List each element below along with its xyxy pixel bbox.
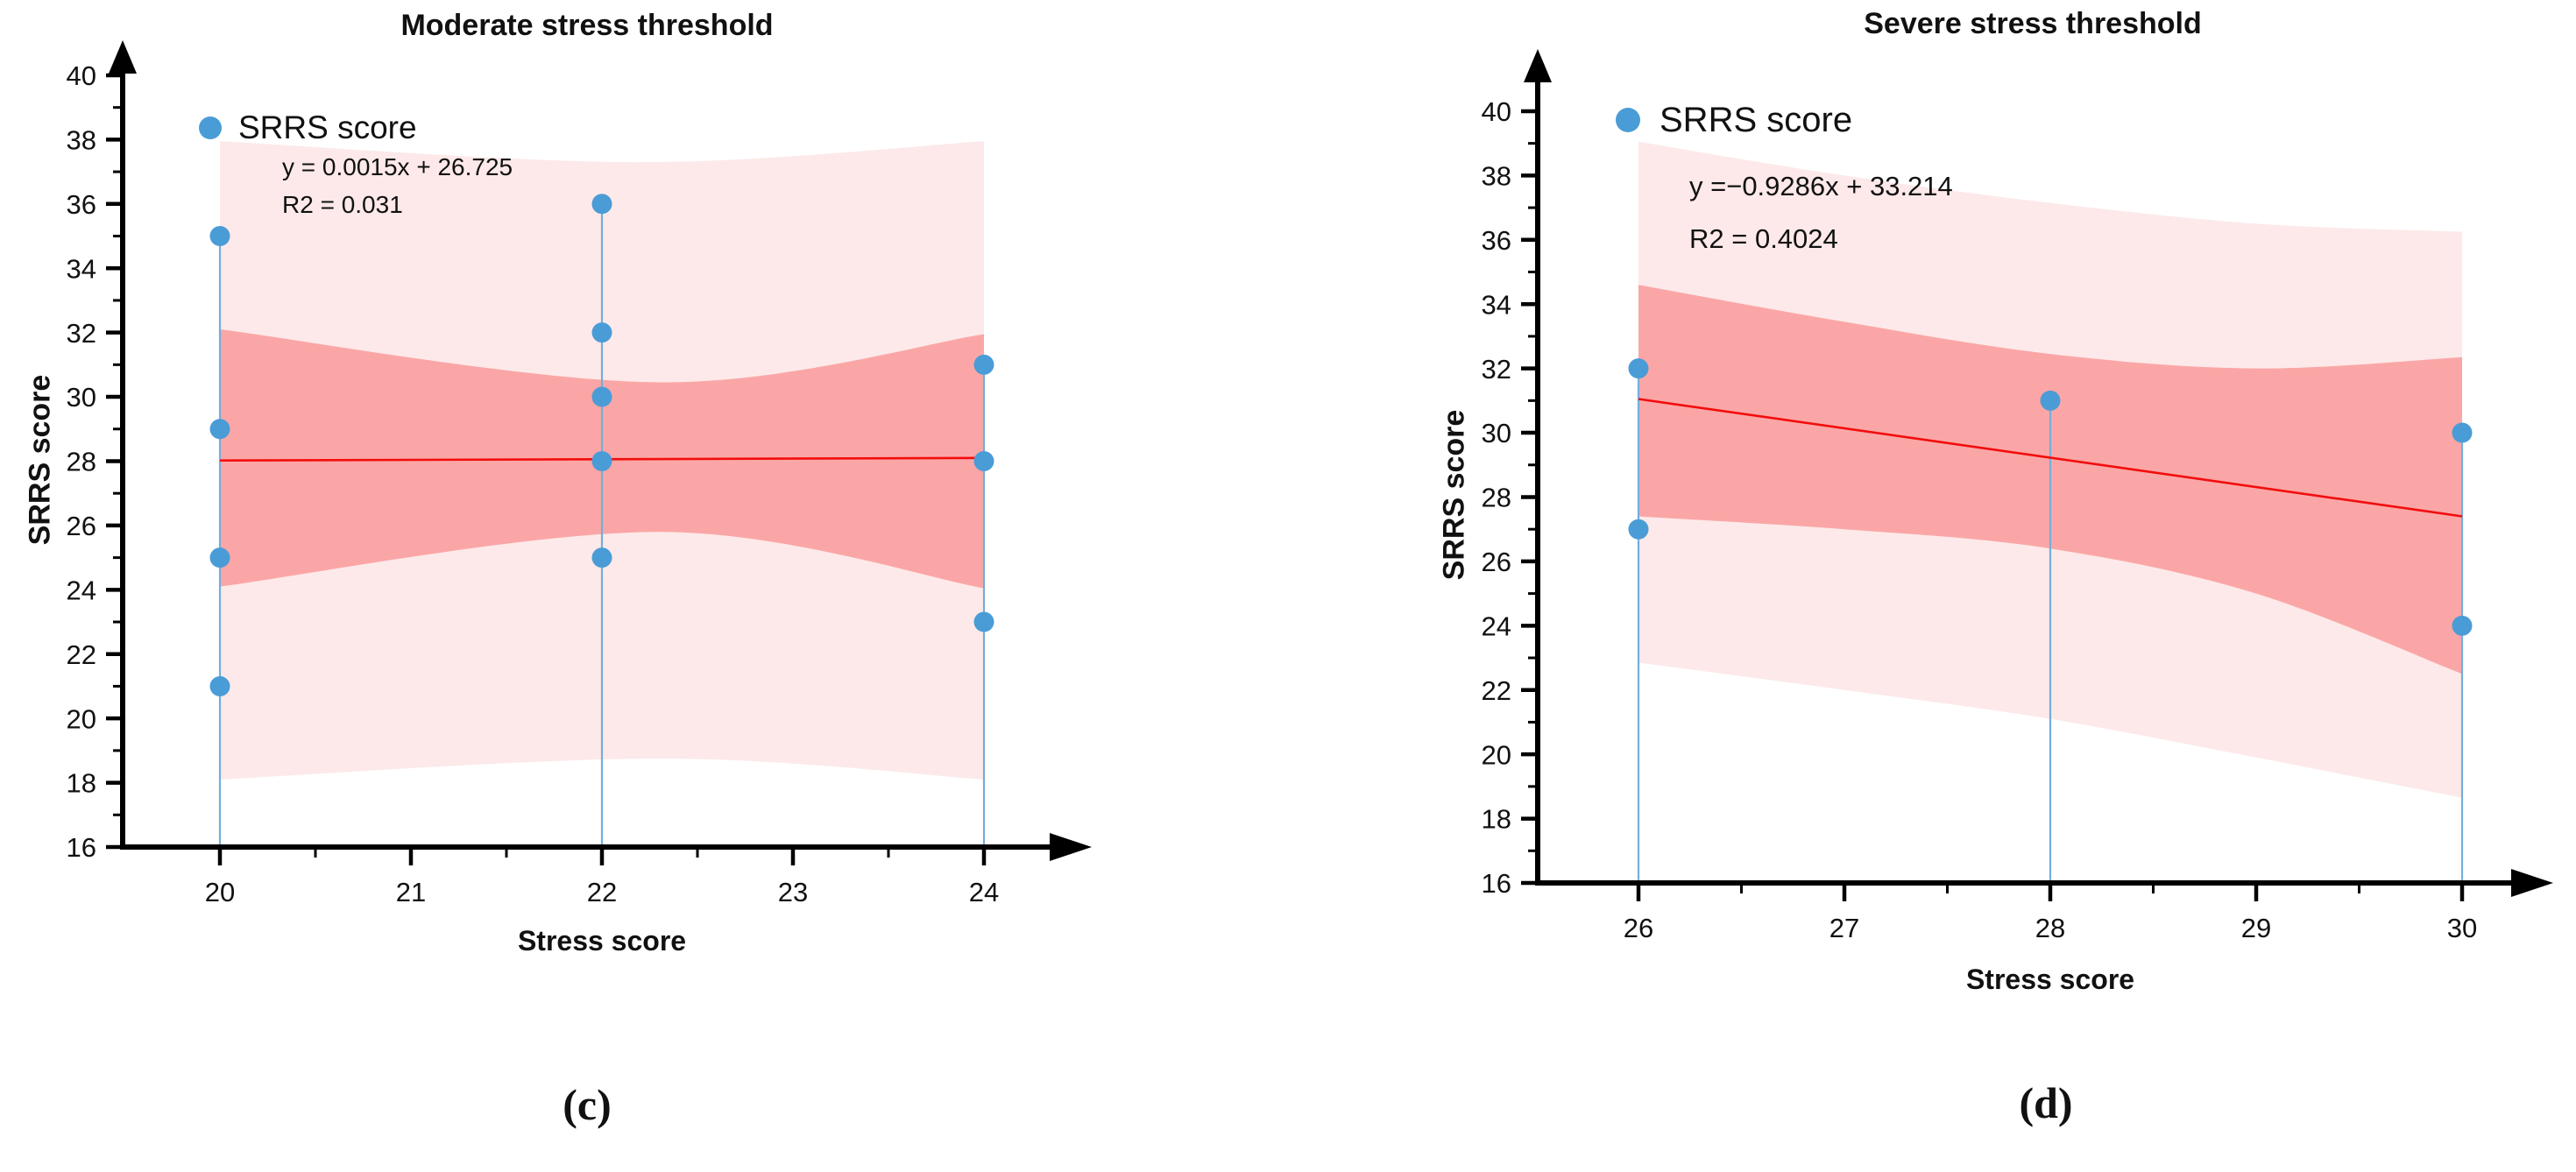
chart-d-plot: 16 18 20 22 24 26 28 30 32 34 36 38 40 26 27 28 29 30 xyxy=(1482,49,2553,943)
regression-equation: y = 0.0015x + 26.725 xyxy=(282,153,513,180)
figure-caption: (c) xyxy=(563,1080,612,1129)
y-tick-label: 26 xyxy=(67,511,96,541)
x-axis-title: Stress score xyxy=(517,925,687,957)
x-tick-label: 20 xyxy=(205,877,235,907)
y-tick-label: 40 xyxy=(67,60,96,91)
y-tick-label: 28 xyxy=(67,447,96,477)
regression-equation: y =−0.9286x + 33.214 xyxy=(1689,171,1953,201)
data-point xyxy=(2452,615,2473,636)
data-point xyxy=(591,194,612,215)
y-tick-label: 38 xyxy=(1482,161,1511,192)
x-tick-label: 22 xyxy=(587,877,617,907)
x-tick-label: 28 xyxy=(2035,913,2065,943)
x-tick-label: 26 xyxy=(1624,913,1653,943)
y-tick-label: 22 xyxy=(67,639,96,670)
data-point xyxy=(1628,519,1649,540)
data-point xyxy=(973,611,994,632)
y-tick-label: 16 xyxy=(67,832,96,863)
x-tick-label: 29 xyxy=(2241,913,2271,943)
chart-d-legend: SRRS score xyxy=(1616,96,1852,144)
figure-caption: (d) xyxy=(2019,1078,2073,1127)
data-point xyxy=(209,547,230,568)
data-point xyxy=(2040,390,2061,411)
legend-label: SRRS score xyxy=(1660,100,1853,139)
data-point xyxy=(973,450,994,471)
y-axis-arrow-icon xyxy=(1524,49,1552,82)
chart-c-title: Moderate stress threshold xyxy=(400,9,774,42)
y-tick-label: 24 xyxy=(67,575,96,605)
x-tick-label: 21 xyxy=(396,877,426,907)
y-tick-label: 22 xyxy=(1482,675,1511,706)
x-tick-label: 24 xyxy=(969,877,999,907)
data-point xyxy=(2452,422,2473,443)
data-point xyxy=(973,354,994,375)
legend-marker-icon xyxy=(1616,108,1640,132)
y-tick-label: 34 xyxy=(1482,289,1511,320)
data-point xyxy=(591,322,612,343)
chart-c-legend: SRRS score xyxy=(199,105,417,151)
y-tick-label: 40 xyxy=(1482,96,1511,127)
data-point xyxy=(1628,358,1649,379)
data-point xyxy=(209,226,230,247)
r-squared-value: R2 = 0.031 xyxy=(282,191,403,218)
y-axis-title: SRRS score xyxy=(1437,409,1471,581)
y-tick-label: 30 xyxy=(1482,418,1511,448)
y-tick-label: 30 xyxy=(67,382,96,413)
y-tick-label: 16 xyxy=(1482,868,1511,899)
y-tick-label: 34 xyxy=(67,253,96,284)
chart-c-plot: 16 18 20 22 24 26 28 30 32 34 36 38 40 20 21 22 23 24 xyxy=(67,40,1092,907)
y-tick-label: 36 xyxy=(1482,225,1511,256)
y-tick-label: 18 xyxy=(1482,804,1511,835)
y-tick-label: 18 xyxy=(67,768,96,799)
x-tick-label: 30 xyxy=(2447,913,2477,943)
x-tick-label: 27 xyxy=(1829,913,1859,943)
y-axis-arrow-icon xyxy=(109,40,137,74)
y-tick-label: 26 xyxy=(1482,547,1511,577)
data-point xyxy=(209,419,230,440)
y-tick-label: 20 xyxy=(1482,739,1511,770)
y-tick-label: 32 xyxy=(67,318,96,349)
x-axis-arrow-icon xyxy=(1050,833,1092,861)
y-axis-title: SRRS score xyxy=(23,374,57,546)
data-point xyxy=(591,386,612,407)
y-tick-label: 28 xyxy=(1482,483,1511,513)
data-point xyxy=(591,547,612,568)
r-squared-value: R2 = 0.4024 xyxy=(1689,223,1838,254)
x-axis-title: Stress score xyxy=(1965,964,2135,995)
chart-d-title: Severe stress threshold xyxy=(1864,7,2202,40)
x-tick-label: 23 xyxy=(778,877,808,907)
legend-label: SRRS score xyxy=(238,109,417,145)
y-tick-label: 20 xyxy=(67,703,96,734)
data-point xyxy=(209,675,230,696)
regression-line xyxy=(1638,398,2463,518)
y-tick-label: 32 xyxy=(1482,354,1511,385)
y-tick-label: 38 xyxy=(67,125,96,156)
data-point xyxy=(591,450,612,471)
x-axis-arrow-icon xyxy=(2511,869,2553,897)
y-tick-label: 24 xyxy=(1482,611,1511,641)
y-tick-label: 36 xyxy=(67,189,96,220)
legend-marker-icon xyxy=(199,116,222,139)
